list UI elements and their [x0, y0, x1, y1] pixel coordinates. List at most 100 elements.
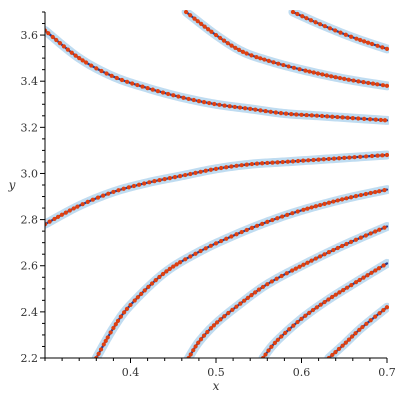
data-point: [230, 307, 235, 312]
data-point: [132, 298, 137, 303]
data-point: [219, 238, 224, 244]
y-tick-label: 3.0: [21, 167, 39, 180]
data-point: [384, 305, 389, 310]
data-point: [348, 34, 354, 39]
data-point: [254, 223, 260, 228]
data-point: [142, 288, 147, 293]
y-tick-label: 2.4: [21, 306, 39, 319]
data-point: [377, 189, 382, 194]
data-point: [150, 87, 155, 92]
data-point: [344, 196, 349, 201]
data-point: [300, 14, 305, 19]
data-point: [366, 80, 371, 86]
data-point: [341, 287, 346, 293]
data-point: [226, 310, 231, 316]
series-7: [181, 10, 389, 91]
data-point: [80, 202, 85, 207]
data-point: [294, 112, 299, 117]
data-point: [344, 241, 349, 247]
data-point: [358, 37, 363, 43]
data-point: [239, 163, 244, 168]
data-point: [232, 104, 237, 110]
x-ticks: 0.4 0.5 0.6 0.7: [44, 358, 396, 379]
data-point: [358, 154, 363, 159]
data-point: [101, 342, 106, 347]
data-point: [275, 160, 280, 165]
data-point: [384, 83, 389, 88]
data-point: [188, 13, 193, 18]
data-point: [269, 344, 274, 349]
data-point: [361, 275, 366, 280]
data-point: [308, 18, 314, 23]
data-point: [254, 54, 259, 60]
data-point: [342, 76, 347, 81]
data-point: [77, 56, 82, 61]
data-point: [186, 355, 191, 358]
data-point: [208, 167, 213, 172]
data-point: [280, 159, 285, 165]
data-point: [325, 114, 330, 119]
data-point: [352, 155, 357, 160]
data-point: [238, 301, 243, 306]
y-tick-label: 2.2: [21, 352, 39, 365]
data-point: [126, 185, 131, 190]
data-point: [368, 318, 373, 323]
data-point: [333, 292, 338, 297]
data-point: [160, 271, 166, 277]
data-point: [45, 222, 48, 227]
data-point: [229, 43, 234, 48]
data-point: [164, 269, 169, 274]
data-point: [152, 179, 157, 184]
data-point: [108, 330, 113, 335]
data-point: [46, 31, 51, 36]
data-point: [369, 41, 375, 47]
data-point: [260, 284, 266, 290]
data-point: [279, 273, 284, 279]
data-point: [343, 340, 348, 345]
data-point: [206, 27, 211, 32]
data-point: [322, 299, 327, 305]
data-point: [377, 311, 382, 316]
data-point: [286, 64, 291, 69]
data-point: [345, 115, 350, 120]
data-point: [65, 47, 70, 52]
data-point: [111, 325, 116, 331]
data-point: [375, 153, 380, 158]
data-point: [326, 200, 332, 205]
data-point: [224, 236, 229, 241]
data-point: [361, 80, 366, 85]
data-point: [237, 47, 242, 53]
data-point: [67, 208, 72, 213]
data-point: [309, 258, 314, 263]
data-point: [186, 96, 191, 102]
data-point: [351, 78, 356, 83]
data-point: [140, 84, 145, 89]
data-point: [75, 204, 80, 209]
data-point: [380, 45, 385, 50]
data-point: [275, 337, 280, 342]
data-point: [293, 266, 298, 271]
data-point: [290, 268, 295, 273]
data-point: [266, 348, 271, 353]
data-point: [322, 252, 327, 257]
series-line: [95, 188, 389, 358]
series-8: [288, 10, 389, 54]
data-point: [95, 195, 101, 200]
data-point: [202, 24, 207, 29]
data-point: [244, 162, 249, 167]
data-point: [337, 290, 342, 295]
data-point: [362, 116, 367, 121]
data-point: [80, 58, 85, 63]
data-point: [177, 260, 183, 265]
data-point: [83, 60, 89, 65]
data-point: [299, 112, 304, 117]
data-point: [273, 110, 278, 115]
data-point: [234, 163, 239, 168]
data-point: [290, 10, 296, 15]
data-point: [196, 99, 201, 104]
curves-layer: [45, 10, 389, 358]
data-point: [211, 323, 217, 328]
data-point: [171, 93, 176, 98]
data-point: [196, 340, 201, 345]
data-point: [258, 108, 263, 113]
